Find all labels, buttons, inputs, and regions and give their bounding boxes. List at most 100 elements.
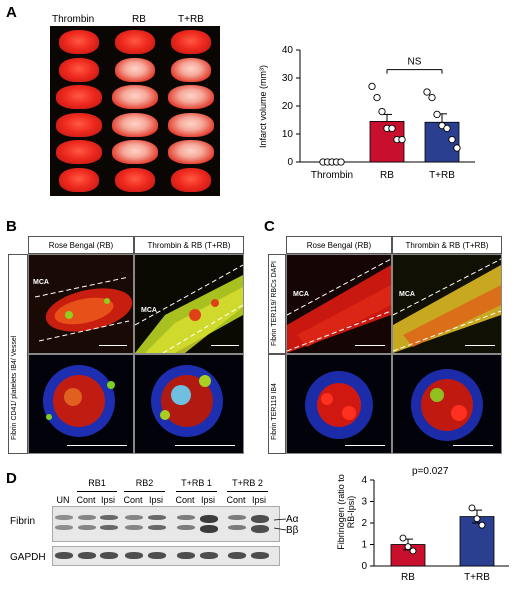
p-value: p=0.027 xyxy=(412,466,449,477)
mca-label-b1: MCA xyxy=(33,279,49,286)
gapdh-band xyxy=(125,552,143,559)
column-label-rb: RB xyxy=(132,14,146,25)
y-tick-label: 3 xyxy=(361,497,367,508)
fibrin-band xyxy=(200,525,218,533)
brain-slice xyxy=(112,140,158,164)
x-category-label: T+RB xyxy=(464,572,490,583)
band-pointer-lines xyxy=(274,518,287,531)
brain-slice xyxy=(59,167,99,192)
brain-slice xyxy=(115,57,155,82)
fibrinogen-ylabel: Fibrinogen (ratio to RB-Ipsi) xyxy=(336,474,356,550)
gapdh-band xyxy=(78,552,96,559)
lane-label: Cont xyxy=(76,495,96,505)
scale-bar xyxy=(355,345,385,346)
fibrin-band xyxy=(100,515,118,520)
fibrinogen-chart: 0 1 2 3 4 RB T+RB xyxy=(361,475,509,583)
lane-label: Ipsi xyxy=(148,495,163,505)
lane-label: Cont xyxy=(175,495,195,505)
scale-bar xyxy=(211,345,239,346)
panel-a-letter: A xyxy=(6,4,17,21)
gapdh-band xyxy=(55,552,73,559)
fibrin-row-label: Fibrin xyxy=(10,516,36,527)
lane-label: Cont xyxy=(226,495,246,505)
data-point xyxy=(473,515,481,523)
panel-c-side-box-bottom xyxy=(268,354,286,454)
y-tick-label: 30 xyxy=(282,73,294,84)
group-underline xyxy=(227,491,268,492)
brain-slice xyxy=(115,30,155,54)
micrograph-b-rb-vessel: MCA xyxy=(28,254,134,354)
scale-bar xyxy=(465,345,495,346)
group-label: T+RB 2 xyxy=(232,478,263,488)
panel-d-letter: D xyxy=(6,470,17,487)
gapdh-row-label: GAPDH xyxy=(10,552,46,563)
data-point xyxy=(468,504,476,512)
band-label-a-alpha: Aα xyxy=(286,514,299,525)
brain-slice xyxy=(168,112,214,137)
panel-c-header-rb: Rose Bengal (RB) xyxy=(286,236,392,254)
data-point xyxy=(443,124,451,133)
infarct-ylabel: Infarct volume (mm³) xyxy=(258,64,268,148)
data-point xyxy=(433,110,441,119)
gapdh-band xyxy=(177,552,195,559)
group-underline xyxy=(176,491,217,492)
mca-label-c2: MCA xyxy=(399,291,415,298)
fibrin-band xyxy=(148,525,166,530)
micrograph-c-trb-vessel: MCA xyxy=(392,254,502,354)
brain-slice xyxy=(56,85,102,109)
mca-label-c1: MCA xyxy=(293,291,309,298)
brain-slice xyxy=(171,30,211,54)
gapdh-band xyxy=(200,552,218,559)
panel-c-side-box-top xyxy=(268,254,286,354)
brain-slice xyxy=(112,85,158,109)
x-category-label: RB xyxy=(380,170,394,181)
panel-b-letter: B xyxy=(6,218,17,235)
brain-slice xyxy=(171,167,211,192)
data-point xyxy=(409,547,417,555)
brain-slice xyxy=(59,30,99,54)
column-label-trb: T+RB xyxy=(178,14,204,25)
data-point xyxy=(453,144,461,152)
brain-slice xyxy=(168,85,214,109)
fibrin-band xyxy=(251,525,269,533)
panel-c-stain-label-bottom: Fibrin TER119 IB4 xyxy=(271,383,278,440)
significance-label: NS xyxy=(408,57,422,68)
data-point xyxy=(404,543,412,551)
brain-slice xyxy=(112,112,158,137)
group-label: RB1 xyxy=(88,478,106,488)
y-tick-label: 2 xyxy=(361,518,367,529)
panel-b-side-box xyxy=(8,254,28,454)
scale-bar xyxy=(67,445,127,446)
data-point xyxy=(368,82,376,91)
lane-label: UN xyxy=(56,495,70,505)
y-tick-label: 0 xyxy=(361,561,367,572)
y-tick-label: 20 xyxy=(282,101,294,112)
micrograph-c-rb-vessel: MCA xyxy=(286,254,392,354)
panel-c-header-trb: Thrombin & RB (T+RB) xyxy=(392,236,502,254)
y-tick-label: 10 xyxy=(282,129,294,140)
brain-slice xyxy=(59,57,99,82)
y-tick-label: 0 xyxy=(287,157,293,168)
panel-b-header-rb: Rose Bengal (RB) xyxy=(28,236,134,254)
brain-slice xyxy=(56,140,102,164)
data-point xyxy=(423,88,431,96)
lane-label: Ipsi xyxy=(200,495,215,505)
group-underline xyxy=(124,491,165,492)
gapdh-band xyxy=(148,552,166,559)
fibrin-band xyxy=(228,525,246,530)
lane-label: Ipsi xyxy=(251,495,266,505)
micrograph-c-rb-cross xyxy=(286,354,392,454)
micrograph-c-trb-cross xyxy=(392,354,502,454)
data-point xyxy=(428,93,436,102)
fibrin-band xyxy=(148,515,166,520)
scale-bar xyxy=(175,445,235,446)
gapdh-band xyxy=(100,552,118,559)
data-point xyxy=(399,534,407,542)
data-point xyxy=(448,135,456,144)
brain-slices-photo xyxy=(50,26,220,196)
group-underline xyxy=(77,491,117,492)
bar-t-rb xyxy=(459,516,495,567)
column-label-thrombin: Thrombin xyxy=(52,14,95,25)
western-blot-gapdh xyxy=(52,546,280,566)
data-point xyxy=(478,521,486,529)
